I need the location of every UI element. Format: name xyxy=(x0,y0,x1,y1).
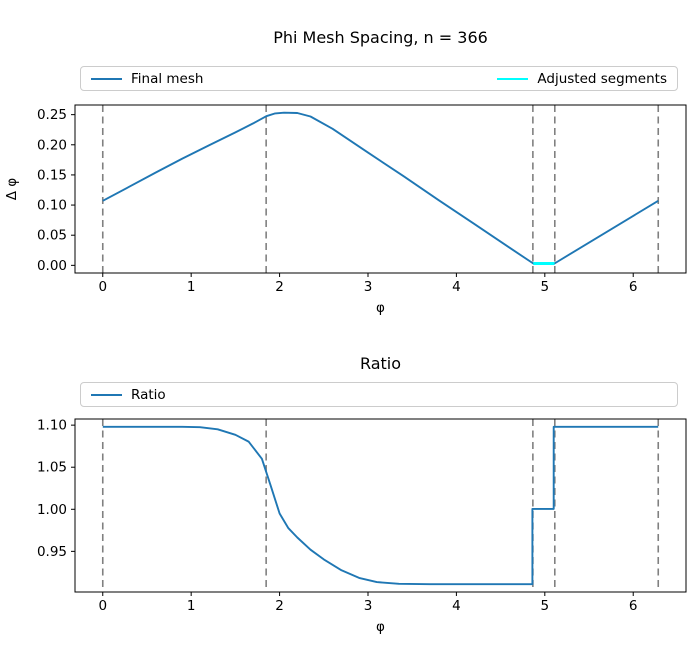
x-tick-label: 2 xyxy=(275,279,284,295)
x-tick-label: 5 xyxy=(541,279,550,295)
x-tick-label: 0 xyxy=(98,598,107,614)
x-tick-label: 3 xyxy=(364,598,373,614)
series-line-ratio xyxy=(102,425,659,586)
legend-label-adjusted-segments: Adjusted segments xyxy=(537,70,667,87)
axes-frame xyxy=(74,418,687,593)
top-x-axis-label: φ xyxy=(376,300,385,316)
y-tick-label: 1.05 xyxy=(37,460,67,476)
legend-entry-ratio: Ratio xyxy=(91,387,166,403)
x-tick-label: 4 xyxy=(452,279,461,295)
x-tick-label: 1 xyxy=(187,279,196,295)
y-tick-label: 0.20 xyxy=(37,137,67,153)
top-chart-title: Phi Mesh Spacing, n = 366 xyxy=(273,28,488,47)
x-tick-label: 3 xyxy=(364,279,373,295)
x-tick-label: 0 xyxy=(98,279,107,295)
bottom-chart-title: Ratio xyxy=(359,354,402,373)
y-tick-label: 0.00 xyxy=(37,258,67,274)
y-tick-label: 0.25 xyxy=(37,107,67,123)
legend-entry-adjusted-segments: Adjusted segments xyxy=(497,71,667,87)
bottom-legend: Ratio xyxy=(80,382,678,407)
legend-line-sample xyxy=(91,77,122,80)
top-legend: Final mesh Adjusted segments xyxy=(80,66,678,91)
legend-line-sample xyxy=(497,77,529,80)
y-tick-label: 0.10 xyxy=(37,198,67,214)
x-tick-label: 2 xyxy=(275,598,284,614)
y-tick-label: 1.00 xyxy=(37,502,67,518)
x-tick-label: 6 xyxy=(629,598,638,614)
y-tick-label: 0.05 xyxy=(37,228,67,244)
x-tick-label: 1 xyxy=(187,598,196,614)
legend-line-sample xyxy=(91,393,122,396)
x-tick-label: 6 xyxy=(629,279,638,295)
y-tick-label: 0.15 xyxy=(37,167,67,183)
legend-label-ratio: Ratio xyxy=(131,386,166,403)
legend-label-final-mesh: Final mesh xyxy=(131,70,204,87)
series-line-final-mesh xyxy=(102,111,659,265)
x-tick-label: 5 xyxy=(541,598,550,614)
y-tick-label: 0.95 xyxy=(37,544,67,560)
y-tick-label: 1.10 xyxy=(37,418,67,434)
bottom-x-axis-label: φ xyxy=(376,619,385,635)
legend-entry-final-mesh: Final mesh xyxy=(91,71,203,87)
axes-frame xyxy=(74,104,687,274)
x-tick-label: 4 xyxy=(452,598,461,614)
